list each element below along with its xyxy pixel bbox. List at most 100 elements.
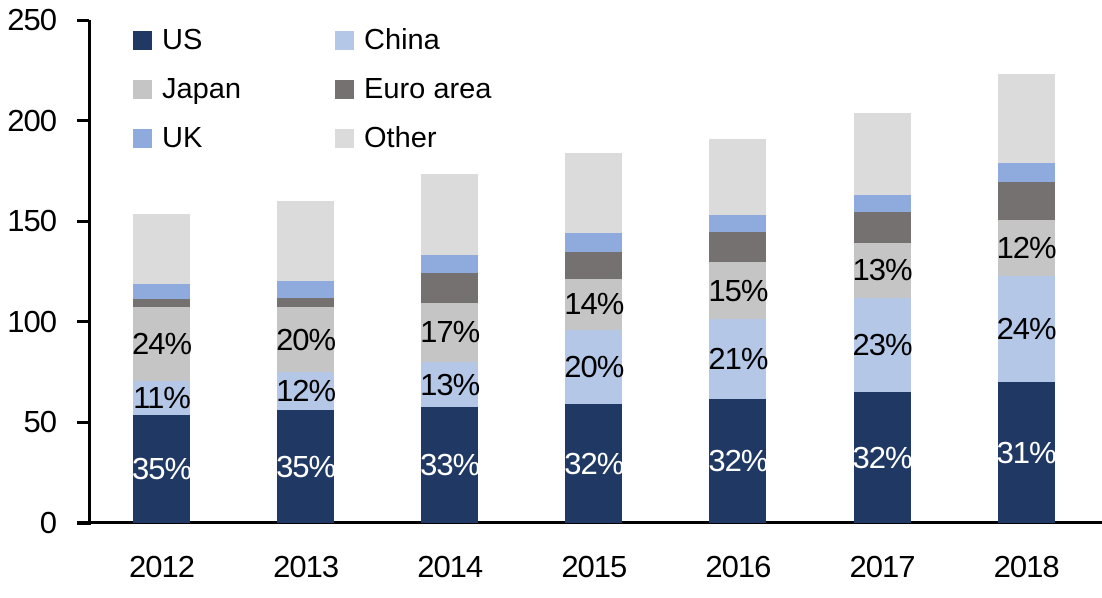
bar-segment-japan-2018 xyxy=(997,220,1055,276)
bar-segment-other-2014 xyxy=(421,173,479,255)
x-axis-category-label: 2018 xyxy=(993,549,1060,584)
bar-segment-china-2012 xyxy=(133,380,190,415)
y-axis-tick-label: 50 xyxy=(23,404,57,440)
bar-segment-other-2018 xyxy=(997,74,1055,163)
segment-data-label: 20% xyxy=(564,349,624,385)
chart-legend: US China Japan Euro area UK Other xyxy=(133,22,491,156)
bar-segment-us-2012 xyxy=(133,414,190,523)
legend-label: China xyxy=(364,23,440,56)
legend-label: US xyxy=(162,23,203,56)
bar-segment-uk-2016 xyxy=(709,215,767,233)
bar-segment-japan-2014 xyxy=(421,302,479,363)
bar-segment-us-2015 xyxy=(565,404,623,523)
y-axis-tick xyxy=(77,320,89,324)
segment-data-label: 14% xyxy=(564,286,624,322)
y-axis-tick xyxy=(77,119,89,123)
legend-swatch-icon xyxy=(133,79,152,99)
bar-segment-japan-2016 xyxy=(709,262,767,319)
y-axis-tick-label: 250 xyxy=(7,2,57,37)
legend-item-japan: Japan xyxy=(133,71,335,107)
bar-segment-china-2018 xyxy=(997,275,1055,383)
segment-data-label: 33% xyxy=(420,447,480,483)
y-axis-tick-label: 0 xyxy=(39,505,57,540)
bar-segment-china-2016 xyxy=(709,318,767,400)
segment-data-label: 35% xyxy=(276,448,336,484)
segment-data-label: 23% xyxy=(852,326,912,362)
segment-data-label: 31% xyxy=(996,434,1057,470)
legend-item-uk: UK xyxy=(133,120,335,156)
bar-segment-china-2017 xyxy=(853,297,911,393)
segment-data-label: 32% xyxy=(708,443,768,479)
bar-segment-uk-2017 xyxy=(853,195,911,213)
legend-label: Euro area xyxy=(364,72,492,105)
bar-segment-euro-area-2013 xyxy=(277,297,335,308)
y-axis-line xyxy=(88,20,91,525)
x-axis-category-label: 2016 xyxy=(705,549,771,584)
segment-data-label: 32% xyxy=(852,439,912,475)
y-axis-tick xyxy=(77,18,89,22)
bar-segment-uk-2012 xyxy=(133,283,190,299)
legend-swatch-icon xyxy=(335,128,354,148)
x-axis-category-label: 2013 xyxy=(273,549,339,584)
bar-segment-uk-2015 xyxy=(565,233,623,252)
y-axis-tick xyxy=(77,219,89,223)
segment-data-label: 13% xyxy=(420,366,480,402)
x-axis-category-label: 2015 xyxy=(561,549,627,584)
legend-item-us: US xyxy=(133,22,335,58)
segment-data-label: 21% xyxy=(708,341,768,377)
bar-segment-china-2014 xyxy=(421,362,479,408)
x-axis-category-label: 2017 xyxy=(849,549,916,584)
bar-segment-us-2013 xyxy=(277,410,335,523)
legend-swatch-icon xyxy=(335,30,354,50)
legend-swatch-icon xyxy=(133,128,152,148)
segment-data-label: 32% xyxy=(564,445,624,481)
bar-segment-euro-area-2016 xyxy=(709,232,767,263)
bar-segment-china-2013 xyxy=(277,371,335,411)
segment-data-label: 24% xyxy=(996,310,1057,346)
legend-swatch-icon xyxy=(133,30,152,50)
y-axis-tick-label: 100 xyxy=(7,303,57,339)
bar-segment-other-2017 xyxy=(853,112,911,196)
segment-data-label: 35% xyxy=(131,450,192,486)
bar-segment-us-2014 xyxy=(421,407,479,523)
segment-data-label: 12% xyxy=(276,373,336,408)
bar-segment-japan-2012 xyxy=(133,306,190,381)
bar-segment-euro-area-2015 xyxy=(565,251,623,279)
bar-segment-uk-2013 xyxy=(277,280,335,298)
bar-segment-other-2012 xyxy=(133,214,190,284)
segment-data-label: 20% xyxy=(276,321,336,357)
segment-data-label: 15% xyxy=(708,272,768,308)
y-axis-tick xyxy=(77,521,89,525)
bar-segment-euro-area-2012 xyxy=(133,298,190,307)
bar-segment-euro-area-2017 xyxy=(853,212,911,244)
legend-item-euro-area: Euro area xyxy=(335,71,491,107)
bar-segment-uk-2014 xyxy=(421,254,479,273)
segment-data-label: 24% xyxy=(131,325,192,361)
bar-segment-us-2018 xyxy=(997,382,1055,523)
x-axis-category-label: 2014 xyxy=(417,549,483,584)
legend-item-other: Other xyxy=(335,120,491,156)
bar-segment-other-2013 xyxy=(277,201,335,281)
segment-data-label: 11% xyxy=(133,379,191,415)
y-axis-tick xyxy=(77,420,89,424)
bar-segment-other-2015 xyxy=(565,152,623,234)
segment-data-label: 17% xyxy=(420,314,480,350)
bar-segment-japan-2015 xyxy=(565,278,623,331)
bar-segment-japan-2017 xyxy=(853,243,911,298)
legend-swatch-icon xyxy=(335,79,354,99)
segment-data-label: 13% xyxy=(852,252,912,288)
legend-label: UK xyxy=(162,121,203,154)
bar-segment-us-2016 xyxy=(709,399,767,523)
x-axis-category-label: 2012 xyxy=(129,549,195,584)
y-axis-tick-label: 150 xyxy=(7,203,57,239)
bar-segment-us-2017 xyxy=(853,392,911,523)
bar-segment-euro-area-2014 xyxy=(421,272,479,303)
bar-segment-china-2015 xyxy=(565,330,623,405)
segment-data-label: 12% xyxy=(996,229,1057,265)
y-axis-tick-label: 200 xyxy=(7,102,57,138)
legend-item-china: China xyxy=(335,22,491,58)
bar-segment-uk-2018 xyxy=(997,162,1055,182)
bar-segment-euro-area-2018 xyxy=(997,181,1055,221)
bar-segment-other-2016 xyxy=(709,138,767,216)
